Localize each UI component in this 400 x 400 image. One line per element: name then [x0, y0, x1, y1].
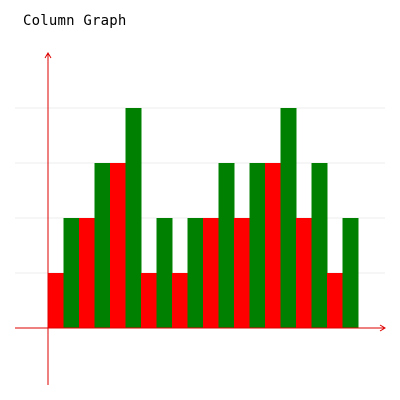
y-axis-arrow-icon	[44, 52, 52, 59]
bar-red-8	[265, 163, 281, 328]
bar-green-5	[187, 218, 204, 328]
bar-green-2	[94, 163, 111, 328]
bar-red-7	[234, 218, 250, 328]
bar-red-6	[203, 218, 219, 328]
x-axis-arrow-icon	[379, 324, 386, 332]
bar-green-10	[342, 218, 359, 328]
bar-red-1	[48, 273, 64, 328]
bar-red-4	[141, 273, 157, 328]
bar-green-6	[218, 163, 235, 328]
bar-green-4	[156, 218, 173, 328]
bar-green-1	[63, 218, 80, 328]
bar-green-8	[280, 108, 297, 328]
bar-red-5	[172, 273, 188, 328]
bar-red-2	[79, 218, 95, 328]
chart-title: Column Graph	[23, 13, 127, 29]
bar-red-10	[327, 273, 343, 328]
bar-green-3	[125, 108, 142, 328]
bar-green-9	[311, 163, 328, 328]
bar-green-7	[249, 163, 266, 328]
bar-red-3	[110, 163, 126, 328]
bar-red-9	[296, 218, 312, 328]
